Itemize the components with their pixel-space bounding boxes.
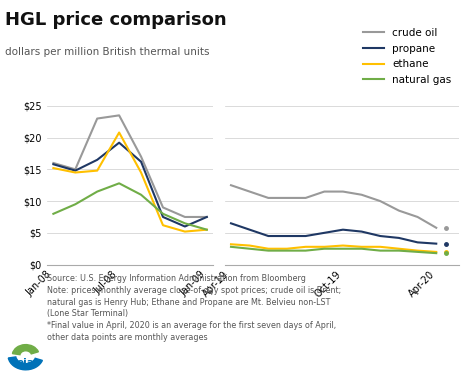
Text: eia: eia (17, 358, 35, 368)
Text: dollars per million British thermal units: dollars per million British thermal unit… (5, 47, 209, 57)
Legend: crude oil, propane, ethane, natural gas: crude oil, propane, ethane, natural gas (359, 24, 456, 89)
Text: Source: U.S. Energy Information Administration from Bloomberg
Note: prices month: Source: U.S. Energy Information Administ… (47, 274, 341, 342)
Wedge shape (13, 345, 38, 355)
Text: HGL price comparison: HGL price comparison (5, 11, 227, 29)
Wedge shape (8, 357, 43, 370)
